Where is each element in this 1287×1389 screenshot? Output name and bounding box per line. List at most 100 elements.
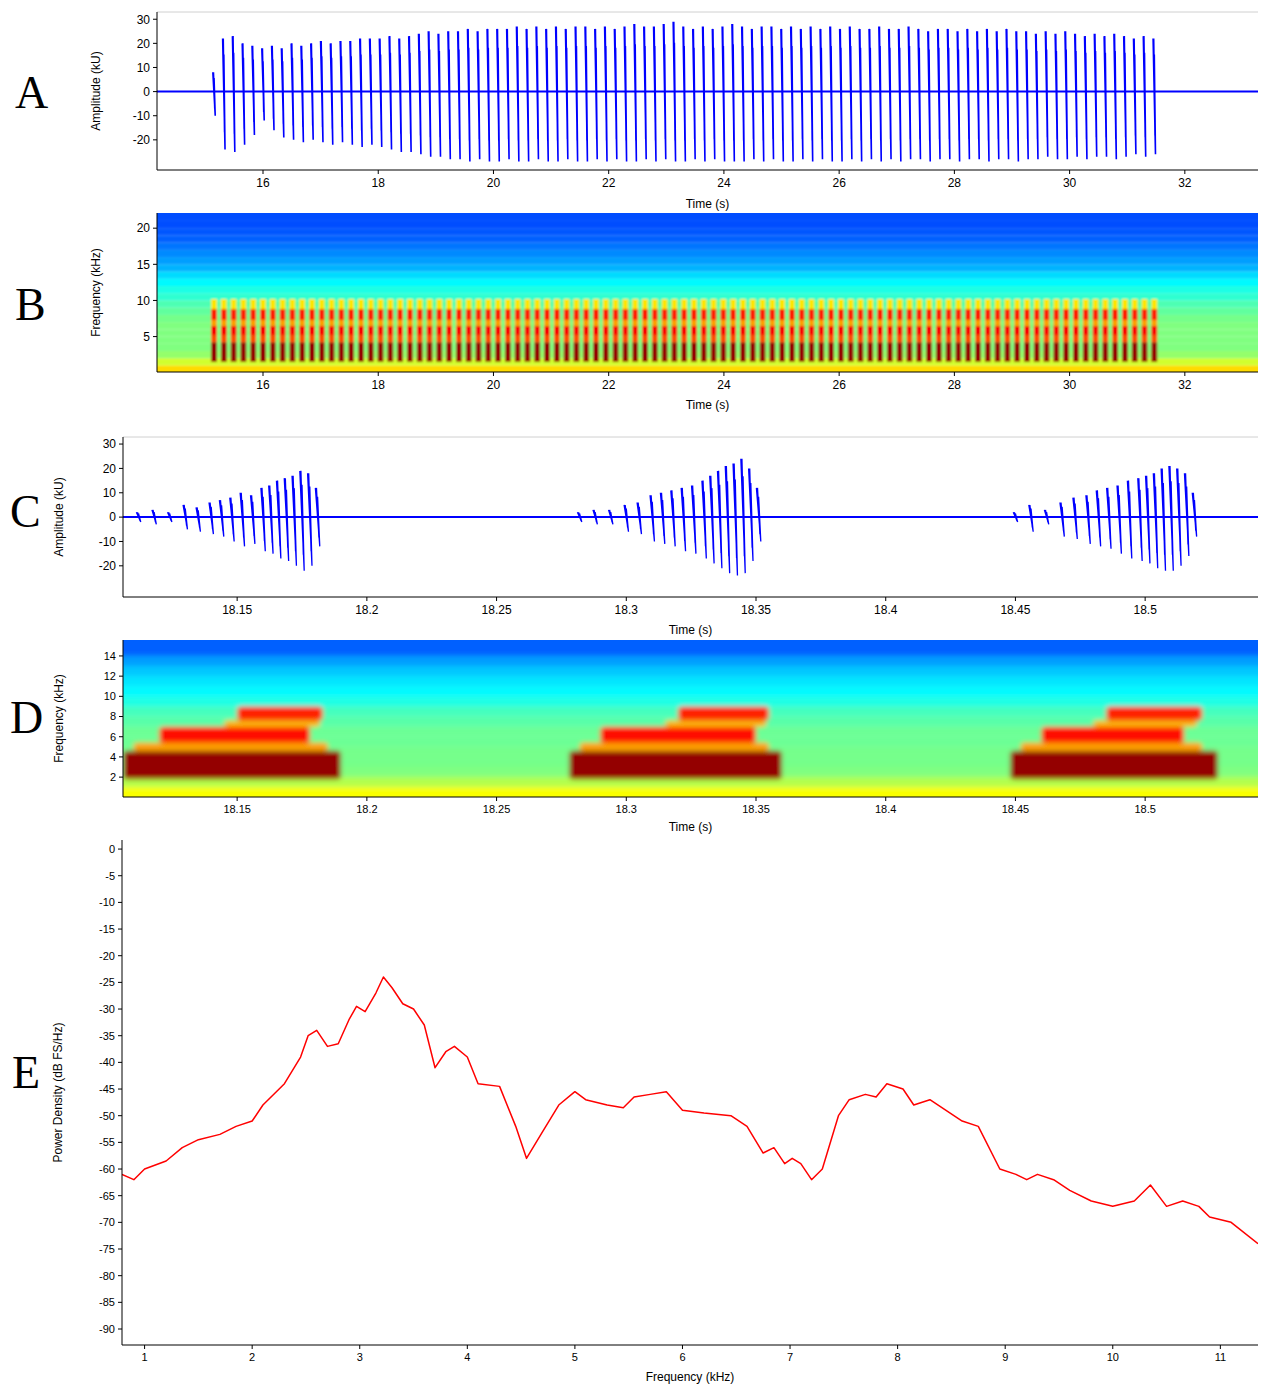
pulse-band [926, 309, 932, 320]
pulse-band [779, 320, 785, 326]
pulse-band [985, 320, 991, 326]
pulse-band [818, 326, 824, 335]
pulse [712, 29, 714, 159]
pulse-band [231, 309, 237, 320]
pulse-band [779, 309, 785, 320]
pulse-band [544, 299, 550, 309]
pulse-band [907, 299, 913, 309]
pulse-band [1024, 320, 1030, 326]
y-tick-label: 10 [103, 486, 117, 500]
pulse [898, 29, 900, 162]
x-tick-label: 11 [1215, 1351, 1226, 1363]
pulse-band [1014, 299, 1020, 309]
y-tick [119, 756, 123, 757]
pulse-band [681, 335, 687, 342]
call-band [678, 706, 769, 720]
x-tick [366, 597, 367, 601]
pulse [350, 41, 352, 145]
pulse [284, 478, 288, 561]
pulse [308, 473, 312, 566]
x-tick-label: 30 [1063, 176, 1077, 190]
pulse-band [623, 309, 629, 320]
pulse-band [926, 320, 932, 326]
y-tick [118, 1009, 122, 1010]
pulse-band [848, 326, 854, 335]
pulse-band [897, 309, 903, 320]
pulse [585, 26, 587, 161]
background-cell [157, 257, 1258, 264]
pulse [209, 503, 213, 535]
pulse-band [1083, 320, 1089, 326]
pulse-band [887, 320, 893, 326]
pulse-band [985, 299, 991, 309]
x-tick [359, 1345, 360, 1349]
x-tick [1220, 1345, 1221, 1349]
x-tick [496, 597, 497, 601]
pulse [830, 26, 832, 161]
y-axis-title: Amplitude (kU) [89, 51, 103, 130]
pulse-band [828, 309, 834, 320]
pulse-band [515, 326, 521, 335]
pulse-band [799, 320, 805, 326]
pulse-band [1073, 342, 1079, 362]
heatmap [157, 213, 1258, 372]
call-band [1041, 727, 1184, 743]
pulse-band [1044, 335, 1050, 342]
pulse-band [603, 299, 609, 309]
pulse [136, 512, 140, 522]
x-tick-label: 16 [256, 378, 270, 392]
pulse-band [750, 342, 756, 362]
pulse-band [1122, 326, 1128, 335]
pulse-band [662, 299, 668, 309]
pulse-band [348, 299, 354, 309]
background-cell [123, 686, 1258, 696]
y-tick [153, 19, 157, 20]
pulse-band [466, 299, 472, 309]
pulse-band [338, 309, 344, 320]
pulse-band [554, 326, 560, 335]
pulse [272, 46, 274, 130]
pulse [1153, 39, 1155, 155]
pulse-band [241, 326, 247, 335]
pulse-band [378, 309, 384, 320]
x-tick-label: 9 [1002, 1351, 1008, 1363]
pulse-band [867, 320, 873, 326]
y-tick [153, 91, 157, 92]
pulse-band [280, 335, 286, 342]
pulse [281, 48, 283, 137]
x-tick-label: 3 [357, 1351, 363, 1363]
pulse [1161, 468, 1165, 570]
x-tick [1184, 170, 1185, 174]
x-tick [493, 372, 494, 376]
x-tick [144, 1345, 145, 1349]
pulse [810, 26, 812, 161]
y-tick-label: -5 [105, 870, 115, 882]
pulse-band [809, 335, 815, 342]
pulse-band [1093, 320, 1099, 326]
pulse-band [290, 326, 296, 335]
pulse-band [593, 309, 599, 320]
y-tick-label: 30 [137, 13, 151, 27]
pulse-band [485, 309, 491, 320]
pulse-band [936, 299, 942, 309]
y-tick [153, 264, 157, 265]
pulse-band [916, 309, 922, 320]
pulse-band [642, 342, 648, 362]
x-tick [839, 170, 840, 174]
y-tick [118, 1115, 122, 1116]
pulse [908, 26, 910, 159]
y-tick-label: -25 [99, 976, 115, 988]
pulse-band [574, 320, 580, 326]
pulse-band [358, 309, 364, 320]
pulse-band [534, 342, 540, 362]
pulse [947, 29, 949, 159]
pulse-band [623, 299, 629, 309]
pulse-band [662, 326, 668, 335]
pulse-band [358, 335, 364, 342]
pulse-band [1063, 335, 1069, 342]
pulse [556, 26, 558, 161]
pulse-band [525, 320, 531, 326]
pulse-band [456, 309, 462, 320]
pulse-band [574, 335, 580, 342]
pulse-band [476, 320, 482, 326]
